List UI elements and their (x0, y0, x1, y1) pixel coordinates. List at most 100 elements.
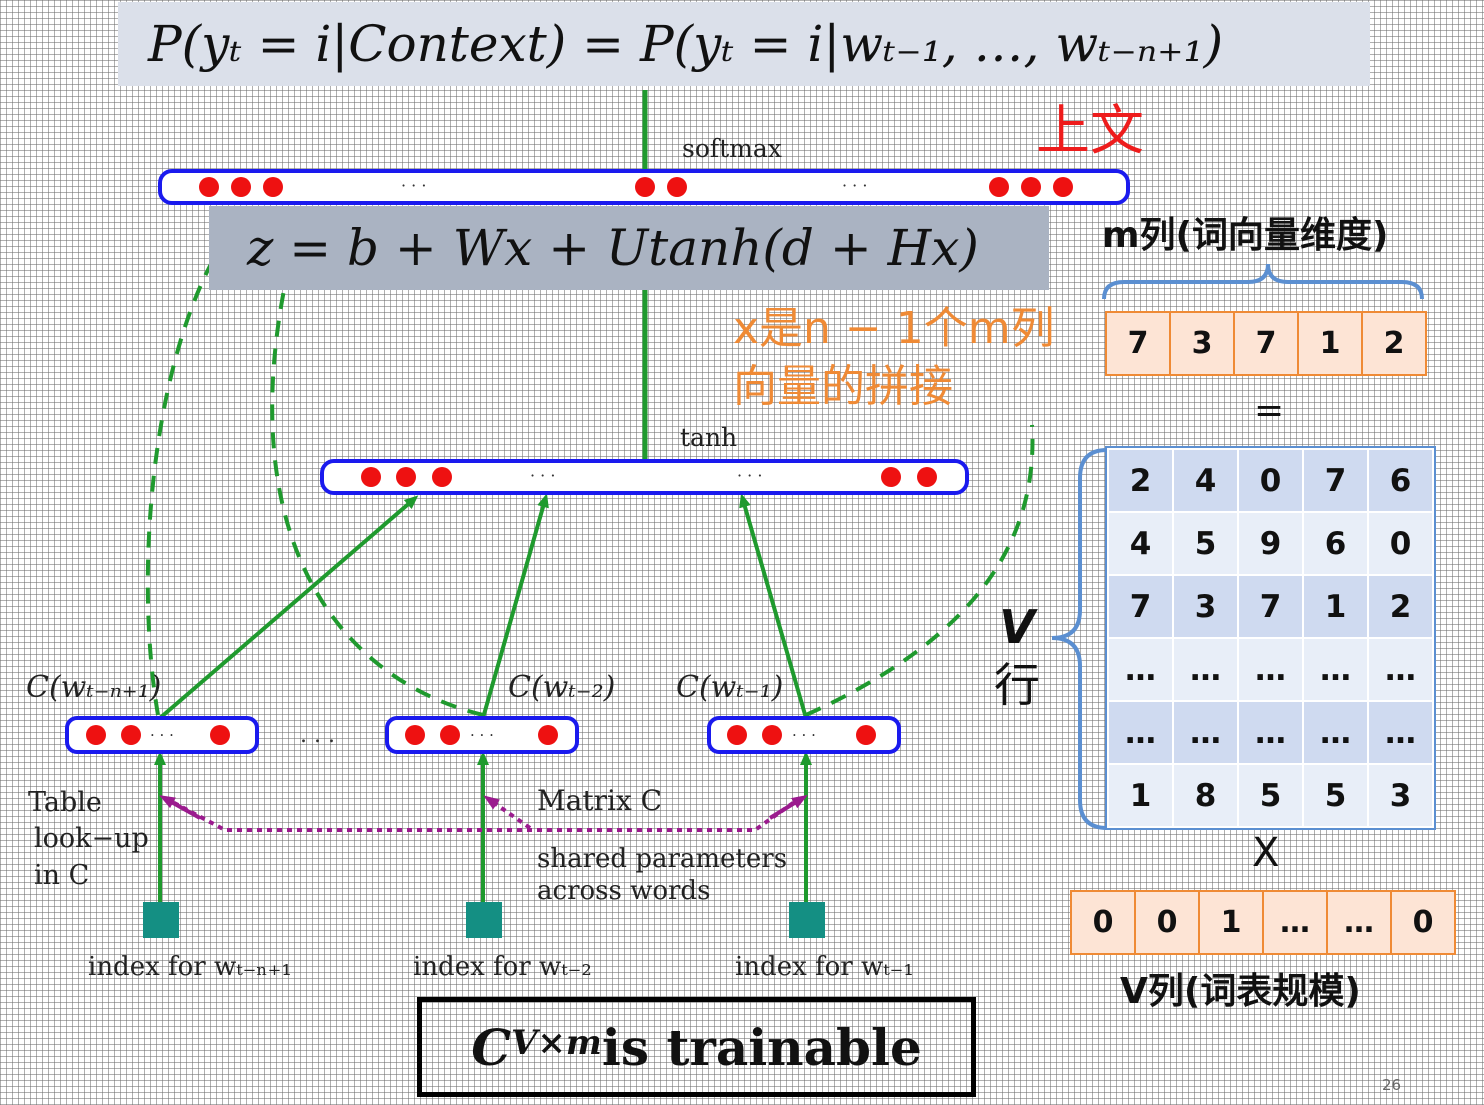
context-probability-formula: P(yₜ = i|Context) = P(yₜ = i|wₜ₋₁, …, wₜ… (118, 2, 1370, 86)
node (121, 725, 141, 745)
row-vector-cell: 7 (1105, 311, 1171, 376)
embedding-row-vector: 7 3 7 1 2 (1105, 311, 1427, 376)
v-row-brace (1051, 448, 1108, 830)
shared-params-line-1: shared parameters (537, 844, 787, 874)
trainable-c: C (471, 1017, 512, 1077)
shared-params-arrow-left (159, 795, 201, 820)
tanh-ellipsis-2: · · · (737, 466, 762, 485)
embed-label-2: C(wₜ₋₂) (508, 670, 615, 705)
matrix-row: 2 4 0 7 6 (1107, 448, 1434, 513)
shared-params-arrow-right (768, 794, 808, 820)
matrix-cell: 6 (1302, 511, 1369, 576)
row-char: 行 (994, 658, 1040, 712)
row-vector-cell: 7 (1233, 311, 1299, 376)
matrix-cell: 9 (1237, 511, 1304, 576)
embed-label-1: C(wₜ₋ₙ₊₁) (26, 670, 161, 705)
node (361, 467, 381, 487)
index-square-3 (789, 902, 825, 938)
v-letter: V (999, 600, 1035, 654)
matrix-cell: 3 (1367, 763, 1434, 828)
matrix-cell: 7 (1237, 574, 1304, 639)
node (762, 725, 782, 745)
m-column-brace (1102, 263, 1424, 300)
v-column-label: V列(词表规模) (1120, 971, 1361, 1012)
tanh-layer (320, 459, 969, 495)
matrix-cell: 0 (1237, 448, 1304, 513)
embedding-block-3 (707, 716, 901, 754)
page-number: 26 (1382, 1076, 1402, 1094)
node (1021, 177, 1041, 197)
embed1-ellipsis: · · · (150, 726, 174, 744)
matrix-row: 1 8 5 5 3 (1107, 763, 1434, 828)
m-column-label: m列(词向量维度) (1102, 215, 1389, 256)
c-trainable-box: C V×m is trainable (417, 997, 976, 1097)
one-hot-cell: 0 (1134, 890, 1200, 955)
matrix-row: … … … … … (1107, 637, 1434, 702)
row-vector-cell: 2 (1361, 311, 1427, 376)
context-annotation: 上文 (1036, 99, 1144, 162)
matrix-cell: 8 (1172, 763, 1239, 828)
index-square-2 (466, 902, 502, 938)
node (199, 177, 219, 197)
matrix-cell: 2 (1367, 574, 1434, 639)
matrix-c-label: Matrix C (537, 784, 662, 817)
node (917, 467, 937, 487)
matrix-cell: 5 (1302, 763, 1369, 828)
matrix-cell: … (1172, 637, 1239, 702)
index-label-2: index for wₜ₋₂ (413, 952, 592, 982)
softmax-ellipsis-1: · · · (401, 176, 426, 195)
table-lookup-line-1: Table (28, 787, 102, 818)
matrix-cell: … (1107, 700, 1174, 765)
row-vector-cell: 3 (1169, 311, 1235, 376)
matrix-cell: … (1367, 700, 1434, 765)
node (635, 177, 655, 197)
one-hot-vector: 0 0 1 … … 0 (1070, 890, 1456, 955)
v-rows-label: V 行 (992, 598, 1042, 714)
embedding-nodes (86, 725, 876, 745)
shared-params-line-2: across words (537, 876, 710, 906)
node (989, 177, 1009, 197)
matrix-cell: … (1172, 700, 1239, 765)
matrix-cell: 1 (1302, 574, 1369, 639)
matrix-cell: 7 (1302, 448, 1369, 513)
softmax-nodes (199, 177, 1073, 197)
matrix-cell: 1 (1107, 763, 1174, 828)
matrix-cell: … (1237, 700, 1304, 765)
softmax-ellipsis-2: · · · (842, 176, 867, 195)
matrix-cell: 5 (1237, 763, 1304, 828)
one-hot-cell: 1 (1198, 890, 1264, 955)
one-hot-cell: 0 (1070, 890, 1136, 955)
node (538, 725, 558, 745)
embed2-ellipsis: · · · (470, 726, 494, 744)
matrix-cell: … (1302, 637, 1369, 702)
node (856, 725, 876, 745)
node (210, 725, 230, 745)
tanh-ellipsis-1: · · · (530, 466, 555, 485)
node (86, 725, 106, 745)
dashed-link-3 (805, 424, 1035, 717)
matrix-cell: … (1367, 637, 1434, 702)
matrix-cell: … (1107, 637, 1174, 702)
tanh-nodes (361, 467, 937, 487)
node (432, 467, 452, 487)
table-lookup-line-2: look−up (34, 823, 149, 854)
matrix-cell: 4 (1107, 511, 1174, 576)
embed1-to-tanh-arrow (158, 495, 419, 720)
matrix-cell: 3 (1172, 574, 1239, 639)
embed2-to-tanh-arrow (481, 493, 549, 719)
softmax-label: softmax (682, 134, 782, 163)
embed-label-3: C(wₜ₋₁) (676, 670, 783, 705)
table-lookup-line-3: in C (34, 860, 89, 891)
matrix-cell: 0 (1367, 511, 1434, 576)
node (727, 725, 747, 745)
index-label-3: index for wₜ₋₁ (735, 952, 914, 982)
one-hot-cell: … (1262, 890, 1328, 955)
embed3-ellipsis: · · · (792, 726, 816, 744)
embed3-to-tanh-arrow (739, 493, 808, 719)
x-concatenation-note: x是n − 1个m列 向量的拼接 (733, 300, 1093, 416)
matrix-row: … … … … … (1107, 700, 1434, 765)
node (396, 467, 416, 487)
tanh-label: tanh (680, 423, 737, 452)
x-note-line-2: 向量的拼接 (733, 361, 953, 412)
